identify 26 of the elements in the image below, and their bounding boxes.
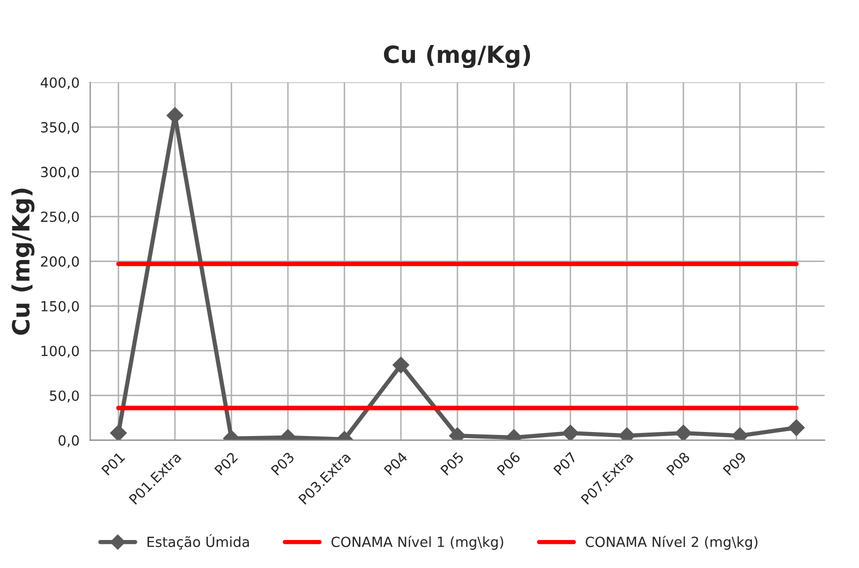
y-tick-label: 250,0 [41, 212, 79, 224]
y-axis-title: Cu (mg/Kg) [11, 188, 34, 335]
chart-title: Cu (mg/Kg) [384, 45, 530, 68]
y-tick-label: 400,0 [40, 77, 79, 90]
x-tick-label: P04 [384, 451, 408, 476]
legend-label: CONAMA Nível 2 (mg\kg) [586, 536, 758, 550]
legend-label: CONAMA Nível 1 (mg\kg) [331, 536, 504, 550]
point [110, 424, 127, 440]
x-tick-label: P02 [214, 452, 238, 476]
x-tick-label: P03 [270, 452, 295, 476]
y-tick-label: 50,0 [50, 390, 79, 402]
point [392, 356, 410, 374]
x-tick-label: P08 [666, 451, 690, 476]
y-tick-label: 0,0 [58, 435, 79, 448]
y-tick-label: 350,0 [41, 122, 79, 134]
y-tick-label: 150,0 [42, 300, 79, 313]
point [675, 424, 692, 440]
legend-label: Estação Úmida [148, 534, 249, 550]
y-tick-label: 100,0 [42, 346, 79, 358]
y-tick-label: 200,0 [41, 256, 79, 268]
x-tick-label: P01 [101, 452, 126, 476]
y-tick-label: 300,0 [41, 166, 79, 179]
x-tick-label: P06 [496, 451, 521, 476]
x-tick-label: P09 [722, 451, 747, 476]
x-tick-label: P05 [440, 452, 464, 476]
point [562, 424, 579, 440]
